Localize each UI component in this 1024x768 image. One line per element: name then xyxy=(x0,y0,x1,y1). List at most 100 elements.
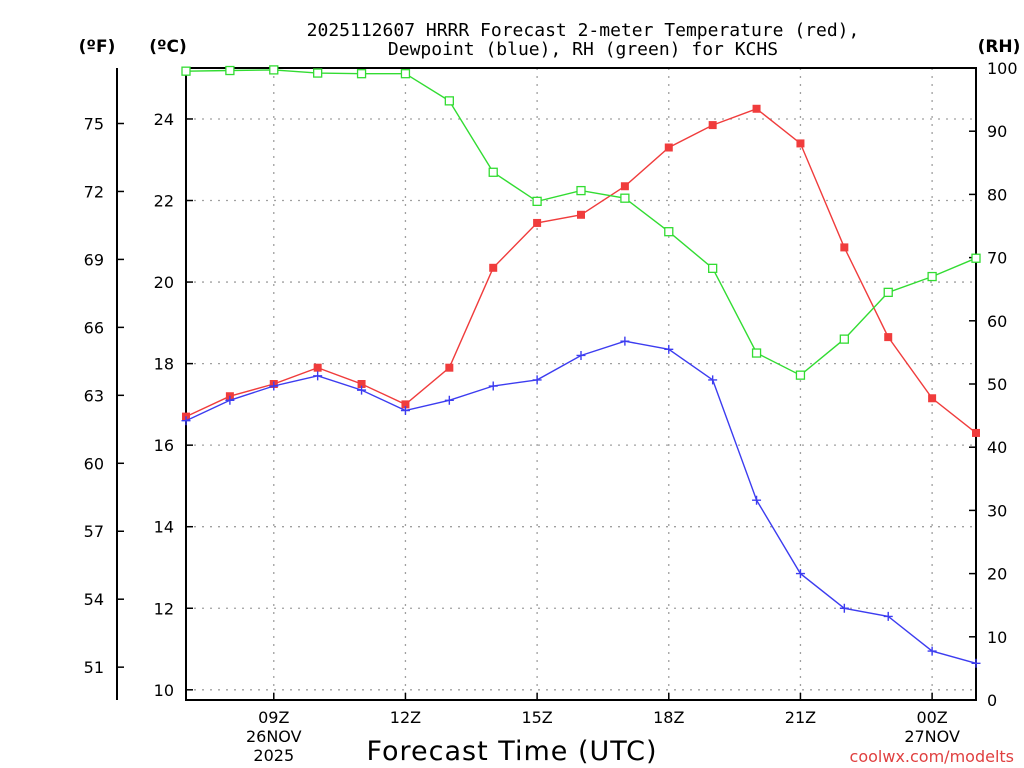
celsius-tick-label: 24 xyxy=(154,110,174,129)
temperature-point xyxy=(577,210,585,219)
temperature-point xyxy=(357,380,366,388)
dewpoint-point xyxy=(269,381,279,391)
x-date-label: 26NOV xyxy=(246,727,302,746)
temperature-point xyxy=(533,218,542,227)
fahrenheit-tick-label: 72 xyxy=(84,182,104,201)
rh-point xyxy=(532,196,542,207)
data-series xyxy=(181,65,981,668)
dewpoint-point xyxy=(708,375,718,385)
temperature-point xyxy=(664,143,673,152)
gridlines xyxy=(186,68,976,700)
dewpoint-point xyxy=(532,375,542,385)
dewpoint-point xyxy=(664,344,674,354)
temperature-point xyxy=(752,104,761,113)
dewpoint-line xyxy=(185,340,977,664)
x-year-label: 2025 xyxy=(253,746,294,765)
plot-frame xyxy=(185,67,977,701)
dewpoint-point xyxy=(971,658,981,668)
rh-point xyxy=(664,227,674,237)
dewpoint-point xyxy=(927,646,937,656)
rh-tick-label: 10 xyxy=(987,628,1007,647)
temperature-point xyxy=(840,243,849,252)
rh-point xyxy=(313,68,323,78)
fahrenheit-tick-label: 54 xyxy=(84,590,104,609)
fahrenheit-tick-label: 75 xyxy=(84,114,104,133)
temperature-point xyxy=(401,400,410,409)
rh-tick-label: 0 xyxy=(987,691,997,710)
temperature-point xyxy=(620,182,629,191)
rh-line xyxy=(185,69,977,377)
temperature-point xyxy=(708,121,717,130)
dewpoint-point xyxy=(488,381,498,391)
rh-point xyxy=(839,334,849,344)
dewpoint-point xyxy=(620,336,630,346)
celsius-unit-label: (ºC) xyxy=(149,37,187,57)
temperature-point xyxy=(884,333,893,342)
rh-tick-label: 90 xyxy=(987,122,1007,141)
dewpoint-point xyxy=(400,406,410,416)
rh-unit-label: (RH) xyxy=(978,37,1021,57)
dewpoint-point xyxy=(576,350,586,360)
rh-point xyxy=(269,65,279,75)
rh-tick-label: 40 xyxy=(987,438,1007,457)
celsius-tick-label: 22 xyxy=(154,192,174,211)
chart-title-line1: 2025112607 HRRR Forecast 2-meter Tempera… xyxy=(307,20,860,41)
x-axis-label: Forecast Time (UTC) xyxy=(366,736,657,767)
dewpoint-point xyxy=(444,395,454,405)
temperature-point xyxy=(489,263,498,272)
rh-tick-label: 60 xyxy=(987,312,1007,331)
rh-tick-label: 100 xyxy=(987,59,1018,78)
rh-point xyxy=(883,287,893,298)
temperature-point xyxy=(445,363,454,372)
rh-point xyxy=(620,193,630,203)
rh-point xyxy=(751,348,762,358)
temperature-line xyxy=(185,108,977,434)
x-tick-label: 00Z xyxy=(916,708,947,727)
dewpoint-point xyxy=(839,603,849,613)
rh-point xyxy=(488,167,498,177)
fahrenheit-tick-label: 66 xyxy=(84,318,104,337)
celsius-tick-label: 18 xyxy=(154,355,174,374)
fahrenheit-tick-label: 63 xyxy=(84,386,104,405)
rh-point xyxy=(356,69,367,79)
rh-point xyxy=(400,69,411,79)
fahrenheit-tick-label: 51 xyxy=(84,658,104,677)
x-tick-label: 12Z xyxy=(390,708,421,727)
dewpoint-point xyxy=(795,569,805,579)
x-tick-label: 18Z xyxy=(653,708,684,727)
x-date-label: 27NOV xyxy=(904,727,960,746)
fahrenheit-tick-label: 57 xyxy=(84,522,104,541)
fahrenheit-tick-label: 69 xyxy=(84,250,104,269)
dewpoint-point xyxy=(313,371,323,381)
rh-tick-label: 20 xyxy=(987,565,1007,584)
temperature-point xyxy=(796,139,805,148)
rh-tick-label: 70 xyxy=(987,249,1007,268)
dewpoint-point xyxy=(225,395,235,405)
dewpoint-point xyxy=(752,495,762,505)
rh-point xyxy=(225,65,235,76)
celsius-tick-label: 20 xyxy=(154,273,174,292)
dewpoint-point xyxy=(357,385,367,395)
source-credit: coolwx.com/modelts xyxy=(850,747,1014,766)
rh-tick-label: 50 xyxy=(987,375,1007,394)
fahrenheit-tick-label: 60 xyxy=(84,454,104,473)
rh-tick-label: 30 xyxy=(987,501,1007,520)
celsius-tick-label: 16 xyxy=(154,436,174,455)
rh-point xyxy=(927,271,937,282)
temperature-point xyxy=(313,363,322,372)
fahrenheit-unit-label: (ºF) xyxy=(79,37,116,57)
chart-title-line2: Dewpoint (blue), RH (green) for KCHS xyxy=(388,39,778,60)
celsius-tick-label: 14 xyxy=(154,518,174,537)
rh-tick-label: 80 xyxy=(987,185,1007,204)
x-tick-label: 09Z xyxy=(258,708,289,727)
x-tick-label: 15Z xyxy=(521,708,552,727)
rh-point xyxy=(971,253,981,263)
rh-point xyxy=(708,263,718,273)
celsius-tick-label: 10 xyxy=(154,681,174,700)
rh-point xyxy=(795,370,806,380)
dewpoint-point xyxy=(181,416,191,426)
dewpoint-point xyxy=(883,611,893,621)
celsius-tick-label: 12 xyxy=(154,599,174,618)
